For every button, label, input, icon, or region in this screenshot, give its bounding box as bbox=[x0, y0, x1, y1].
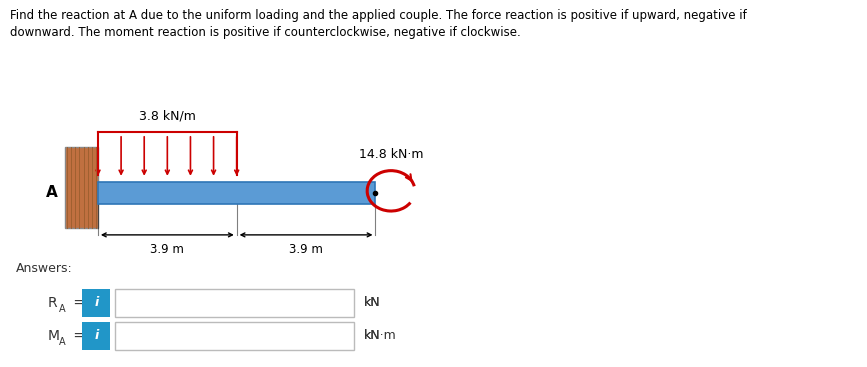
Text: 3.9 m: 3.9 m bbox=[289, 243, 323, 256]
Bar bbox=[82, 322, 110, 349]
Bar bbox=[115, 289, 354, 316]
Text: i: i bbox=[95, 329, 98, 342]
Text: =: = bbox=[69, 296, 85, 310]
Bar bbox=[98, 182, 375, 204]
Text: i: i bbox=[95, 296, 98, 309]
Text: kN: kN bbox=[364, 296, 381, 309]
Text: 3.9 m: 3.9 m bbox=[150, 243, 185, 256]
Text: R: R bbox=[48, 296, 57, 310]
Text: M: M bbox=[48, 329, 60, 343]
Text: Find the reaction at A due to the uniform loading and the applied couple. The fo: Find the reaction at A due to the unifor… bbox=[10, 9, 747, 39]
Text: kN·m: kN·m bbox=[364, 329, 397, 342]
Text: A: A bbox=[59, 337, 66, 348]
Text: Answers:: Answers: bbox=[16, 262, 72, 275]
Text: kN: kN bbox=[364, 296, 381, 309]
Text: A: A bbox=[59, 304, 66, 315]
Text: =: = bbox=[69, 329, 85, 343]
Bar bbox=[65, 147, 98, 228]
Text: A: A bbox=[46, 185, 58, 200]
Text: 14.8 kN·m: 14.8 kN·m bbox=[359, 149, 423, 161]
Bar bbox=[82, 289, 110, 316]
Text: kN: kN bbox=[364, 329, 381, 342]
Bar bbox=[115, 322, 354, 349]
Text: 3.8 kN/m: 3.8 kN/m bbox=[139, 110, 196, 123]
